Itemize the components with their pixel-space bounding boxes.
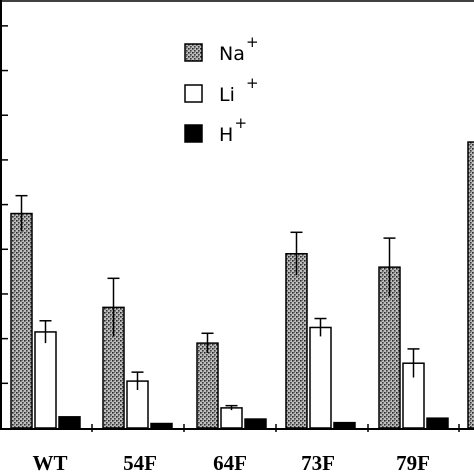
bars-layer bbox=[10, 141, 474, 429]
bar-na-wt bbox=[10, 212, 33, 429]
legend-label-na: Na bbox=[219, 43, 245, 65]
x-tick-label: WT bbox=[32, 451, 67, 474]
legend-swatch-na bbox=[184, 43, 203, 62]
legend-swatch-li bbox=[184, 84, 203, 103]
x-tick-label: 73F bbox=[301, 451, 335, 474]
x-tick-label: 79F bbox=[396, 451, 430, 474]
legend-label-li: Li bbox=[219, 84, 235, 106]
legend-label-h: H bbox=[219, 124, 233, 146]
legend-superscript: + bbox=[235, 114, 248, 132]
bar-li-73f bbox=[309, 326, 332, 429]
bar-li-64f bbox=[220, 407, 243, 429]
legend-superscript: + bbox=[246, 74, 259, 92]
bar-h-79f bbox=[426, 417, 449, 429]
bar-h-wt bbox=[58, 416, 81, 429]
bar-h-54f bbox=[150, 422, 173, 429]
bar-na-73f bbox=[285, 252, 308, 429]
bar-h-64f bbox=[244, 418, 267, 429]
legend-superscript: + bbox=[246, 33, 259, 51]
chart-frame bbox=[0, 0, 474, 432]
bar-partial-right-edge bbox=[467, 141, 474, 429]
legend: Na+Li+H+ bbox=[184, 33, 259, 146]
bar-h-73f bbox=[333, 421, 356, 429]
x-tick-label: 54F bbox=[123, 451, 157, 474]
bar-na-64f bbox=[196, 342, 219, 429]
x-tick-labels: WT 54F 64F 73F 79F bbox=[32, 451, 429, 474]
x-tick-label: 64F bbox=[213, 451, 247, 474]
bar-li-wt bbox=[34, 331, 57, 429]
legend-swatch-h bbox=[184, 124, 203, 143]
